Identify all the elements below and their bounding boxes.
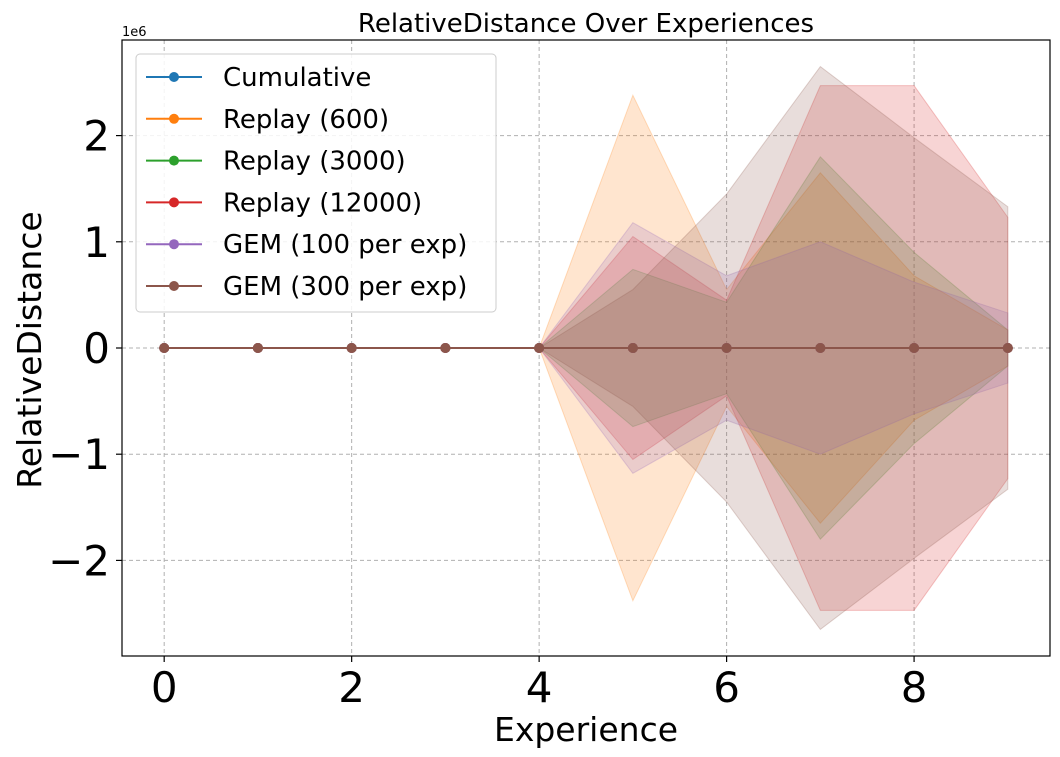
legend-label: Cumulative xyxy=(223,63,371,93)
y-scale-label: 1e6 xyxy=(122,25,147,40)
legend-marker xyxy=(169,155,179,166)
legend-marker xyxy=(169,281,179,291)
legend-label: GEM (300 per exp) xyxy=(223,272,467,302)
x-axis-ticks: 0 2 4 6 8 xyxy=(151,656,928,712)
legend-label: GEM (100 per exp) xyxy=(223,230,467,260)
data-point xyxy=(909,343,920,353)
legend-marker xyxy=(169,113,179,124)
x-tick-label: 8 xyxy=(901,663,928,712)
legend-marker xyxy=(169,197,179,208)
series-lines xyxy=(159,343,1013,353)
legend: Cumulative Replay (600) Replay (3000) Repla… xyxy=(135,53,497,313)
y-tick-label: −1 xyxy=(48,430,110,479)
legend-label: Replay (600) xyxy=(223,105,389,135)
data-point xyxy=(346,343,357,353)
y-tick-label: 2 xyxy=(83,112,110,161)
data-point xyxy=(627,343,638,353)
x-tick-label: 2 xyxy=(338,663,365,712)
data-point xyxy=(815,343,826,353)
y-tick-label: −2 xyxy=(48,536,110,585)
y-axis-label: RelativeDistance xyxy=(10,211,49,488)
data-point xyxy=(159,343,170,353)
x-tick-label: 6 xyxy=(713,663,740,712)
x-tick-label: 0 xyxy=(151,663,178,712)
legend-box xyxy=(135,53,497,313)
chart-title: RelativeDistance Over Experiences xyxy=(358,9,814,39)
data-point xyxy=(534,343,545,353)
y-tick-label: 0 xyxy=(83,324,110,373)
x-tick-label: 4 xyxy=(526,663,553,712)
data-point xyxy=(440,343,451,353)
x-axis-label: Experience xyxy=(494,710,678,749)
y-tick-label: 1 xyxy=(83,218,110,267)
data-point xyxy=(252,343,263,353)
y-axis-ticks: −2 −1 0 1 2 xyxy=(48,112,122,585)
legend-marker xyxy=(169,239,179,250)
data-point xyxy=(721,343,732,353)
legend-label: Replay (12000) xyxy=(223,188,422,218)
legend-marker xyxy=(169,72,179,82)
data-point xyxy=(1002,343,1013,353)
legend-label: Replay (3000) xyxy=(223,147,406,177)
